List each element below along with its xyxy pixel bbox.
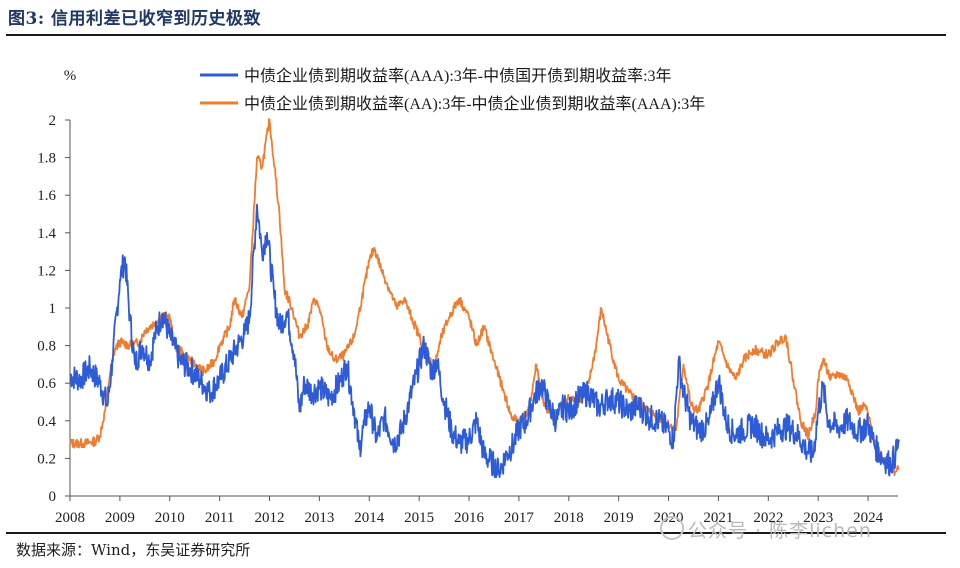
x-tick-label: 2021 bbox=[703, 510, 733, 526]
chart-legend: 中债企业债到期收益率(AAA):3年-中债国开债到期收益率:3年中债企业债到期收… bbox=[200, 67, 705, 113]
series-line-1 bbox=[69, 118, 900, 477]
top-rule bbox=[6, 34, 946, 36]
bottom-rule bbox=[6, 532, 946, 534]
watermark: 公众号 · 陈李lichen bbox=[660, 516, 872, 543]
y-tick-label: 1.2 bbox=[37, 263, 56, 279]
y-tick-label: 1.6 bbox=[37, 188, 56, 204]
y-tick-label: 0.8 bbox=[37, 339, 56, 355]
y-tick-label: 1.8 bbox=[37, 151, 56, 167]
series-line-0 bbox=[69, 203, 900, 479]
y-tick-label: 0.6 bbox=[37, 376, 56, 392]
y-tick-label: 0 bbox=[49, 489, 57, 505]
chart-series bbox=[69, 118, 900, 479]
source-note: 数据来源：Wind，东吴证券研究所 bbox=[16, 541, 251, 559]
y-tick-label: 0.4 bbox=[37, 414, 56, 430]
y-tick-label: 0.2 bbox=[37, 451, 56, 467]
x-tick-label: 2019 bbox=[604, 510, 634, 526]
x-tick-label: 2014 bbox=[354, 510, 385, 526]
y-axis-unit-label: % bbox=[64, 68, 77, 84]
x-tick-label: 2016 bbox=[454, 510, 485, 526]
y-tick-label: 1 bbox=[49, 301, 57, 317]
watermark-text: 公众号 · 陈李lichen bbox=[688, 520, 872, 542]
x-tick-label: 2009 bbox=[105, 510, 135, 526]
chart-axes: 0 0.2 0.4 0.6 0.8 1 1.2 1.4 1.6 1.8 2% 2008 2009 2010… bbox=[37, 68, 898, 526]
legend-label-0: 中债企业债到期收益率(AAA):3年-中债国开债到期收益率:3年 bbox=[244, 67, 672, 85]
x-tick-label: 2008 bbox=[55, 510, 85, 526]
x-tick-label: 2012 bbox=[255, 510, 285, 526]
x-tick-label: 2013 bbox=[304, 510, 334, 526]
wechat-icon bbox=[660, 516, 684, 540]
x-tick-label: 2018 bbox=[554, 510, 584, 526]
x-tick-label: 2015 bbox=[404, 510, 434, 526]
x-tick-label: 2010 bbox=[155, 510, 185, 526]
y-tick-label: 1.4 bbox=[37, 226, 56, 242]
figure-title: 图3: 信用利差已收窄到历史极致 bbox=[8, 9, 262, 29]
y-tick-label: 2 bbox=[49, 113, 57, 129]
x-tick-label: 2022 bbox=[753, 510, 783, 526]
x-tick-label: 2024 bbox=[853, 510, 884, 526]
x-tick-label: 2011 bbox=[205, 510, 234, 526]
x-tick-label: 2023 bbox=[803, 510, 833, 526]
legend-label-1: 中债企业债到期收益率(AA):3年-中债企业债到期收益率(AAA):3年 bbox=[244, 95, 705, 113]
x-tick-label: 2017 bbox=[504, 510, 535, 526]
